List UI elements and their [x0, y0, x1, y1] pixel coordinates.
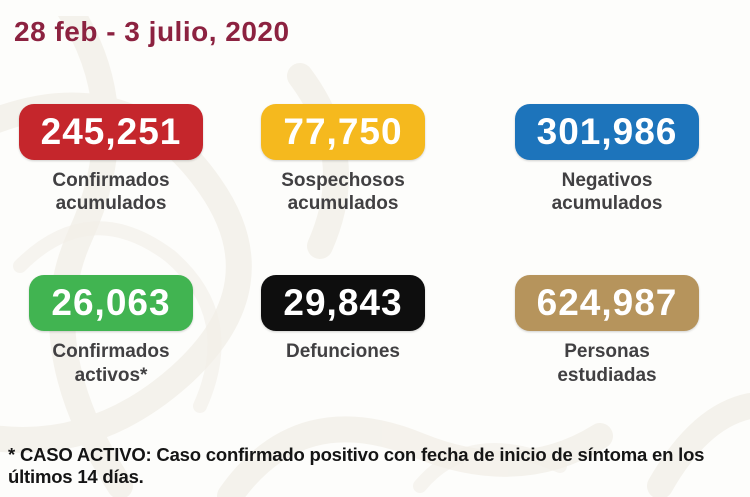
stat-label: Confirmados activos* — [52, 341, 170, 386]
stat-value-pill: 245,251 — [18, 104, 204, 160]
stat-label: Sospechosos acumulados — [281, 170, 405, 215]
stat-value-pill: 624,987 — [514, 275, 700, 332]
active-case-footnote: * CASO ACTIVO: Caso confirmado positivo … — [8, 443, 705, 488]
stat-label: Personas estudiadas — [557, 341, 657, 386]
stat-card-confirmados-activos: 26,063 Confirmados activos* — [0, 275, 222, 386]
stat-card-negativos-acumulados: 301,986 Negativos acumulados — [464, 104, 750, 215]
stat-label: Defunciones — [285, 341, 401, 363]
stat-value-pill: 29,843 — [261, 275, 425, 332]
stat-card-defunciones: 29,843 Defunciones — [222, 275, 464, 386]
stat-label: Negativos acumulados — [551, 170, 663, 215]
stats-grid: 245,251 Confirmados acumulados 77,750 So… — [0, 104, 750, 387]
stat-label: Confirmados acumulados — [52, 170, 170, 215]
stat-card-sospechosos-acumulados: 77,750 Sospechosos acumulados — [222, 104, 464, 215]
stat-value-pill: 301,986 — [514, 104, 700, 160]
stat-value-pill: 77,750 — [261, 104, 425, 160]
stat-value-pill: 26,063 — [29, 275, 193, 332]
stat-card-personas-estudiadas: 624,987 Personas estudiadas — [464, 275, 750, 386]
stat-card-confirmados-acumulados: 245,251 Confirmados acumulados — [0, 104, 222, 215]
date-range-title: 28 feb - 3 julio, 2020 — [14, 16, 290, 47]
